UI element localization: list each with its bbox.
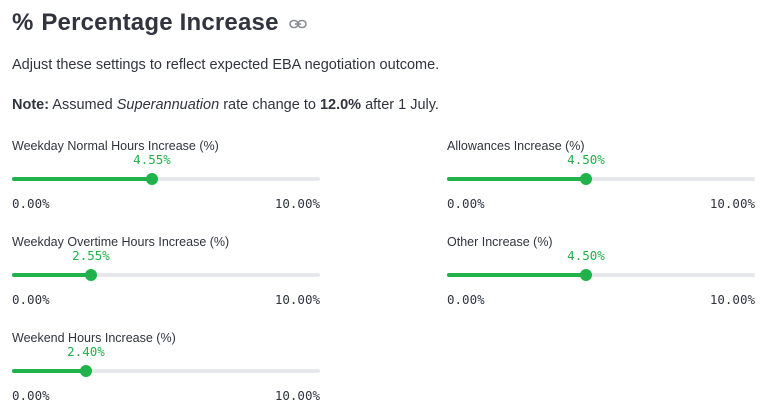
weekend-slider: Weekend Hours Increase (%) 2.40% 0.00% 1… — [12, 330, 320, 410]
slider-label: Weekday Overtime Hours Increase (%) — [12, 235, 230, 249]
slider-thumb[interactable] — [580, 173, 592, 185]
slider-track[interactable] — [12, 268, 320, 282]
slider-thumb[interactable] — [580, 269, 592, 281]
slider-min-label: 0.00% — [447, 292, 485, 307]
note-text-after: after 1 July. — [361, 97, 439, 113]
slider-track-bg — [12, 369, 320, 373]
slider-min-label: 0.00% — [12, 196, 50, 211]
slider-max-label: 10.00% — [709, 196, 755, 211]
slider-label: Weekday Normal Hours Increase (%) — [12, 139, 219, 153]
allowances-slider: Allowances Increase (%) 4.50% 0.00% 10.0… — [447, 138, 755, 218]
slider-min-label: 0.00% — [447, 196, 485, 211]
slider-max-label: 10.00% — [274, 388, 320, 403]
note-text-middle: rate change to — [219, 97, 320, 113]
note-rate: 12.0% — [319, 97, 362, 113]
note-text: Note: Assumed Superannuation rate change… — [12, 96, 439, 114]
note-text-before: Assumed — [49, 97, 117, 113]
slider-value-label: 4.55% — [133, 152, 171, 167]
weekday-overtime-slider: Weekday Overtime Hours Increase (%) 2.55… — [12, 234, 320, 314]
slider-fill — [447, 177, 586, 181]
slider-thumb[interactable] — [80, 365, 92, 377]
slider-value-label: 2.55% — [72, 248, 110, 263]
slider-value-label: 4.50% — [567, 152, 605, 167]
slider-track[interactable] — [12, 172, 320, 186]
slider-track[interactable] — [447, 268, 755, 282]
slider-track[interactable] — [12, 364, 320, 378]
slider-fill — [12, 273, 91, 277]
slider-max-label: 10.00% — [274, 196, 320, 211]
slider-min-label: 0.00% — [12, 388, 50, 403]
slider-track[interactable] — [447, 172, 755, 186]
slider-label: Weekend Hours Increase (%) — [12, 331, 176, 345]
slider-track-bg — [12, 177, 320, 181]
slider-max-label: 10.00% — [709, 292, 755, 307]
slider-label: Allowances Increase (%) — [447, 139, 585, 153]
link-icon[interactable] — [288, 17, 307, 31]
slider-fill — [12, 177, 152, 181]
note-emphasis: Superannuation — [116, 97, 220, 113]
page-title: Percentage Increase — [41, 9, 279, 36]
slider-track-bg — [12, 273, 320, 277]
slider-thumb[interactable] — [85, 269, 97, 281]
slider-value-label: 2.40% — [67, 344, 105, 359]
section-header: % Percentage Increase — [12, 8, 307, 38]
slider-fill — [12, 369, 86, 373]
slider-thumb[interactable] — [146, 173, 158, 185]
slider-min-label: 0.00% — [12, 292, 50, 307]
weekday-normal-slider: Weekday Normal Hours Increase (%) 4.55% … — [12, 138, 320, 218]
percent-icon: % — [12, 9, 34, 36]
slider-max-label: 10.00% — [274, 292, 320, 307]
slider-fill — [447, 273, 586, 277]
note-label: Note: — [12, 97, 50, 113]
slider-track-bg — [447, 273, 755, 277]
description-text: Adjust these settings to reflect expecte… — [12, 57, 440, 73]
slider-track-bg — [447, 177, 755, 181]
other-slider: Other Increase (%) 4.50% 0.00% 10.00% — [447, 234, 755, 314]
slider-value-label: 4.50% — [567, 248, 605, 263]
slider-label: Other Increase (%) — [447, 235, 553, 249]
